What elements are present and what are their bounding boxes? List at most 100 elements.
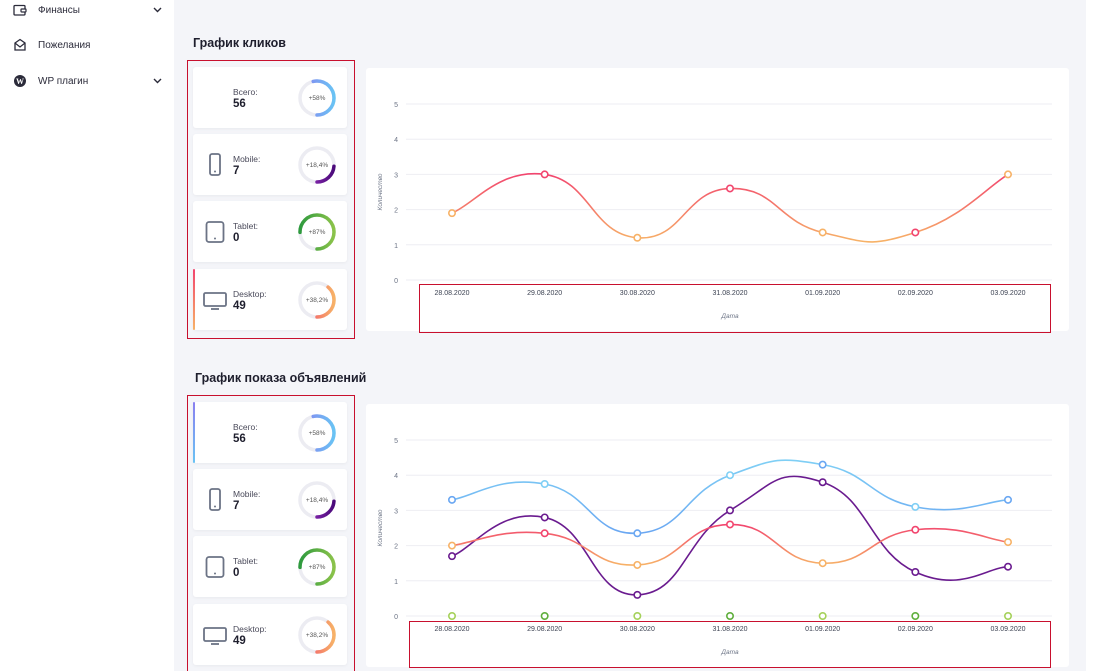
data-point bbox=[818, 478, 827, 487]
series-line bbox=[451, 172, 1009, 243]
chevron-down-icon[interactable] bbox=[152, 76, 162, 86]
data-point bbox=[818, 612, 827, 621]
wallet-icon bbox=[12, 2, 28, 18]
progress-ring-arc bbox=[298, 79, 336, 117]
y-tick-label: 1 bbox=[394, 243, 398, 250]
progress-ring bbox=[298, 146, 336, 184]
x-tick-label: 28.08.2020 bbox=[434, 626, 469, 633]
data-point bbox=[725, 612, 734, 621]
data-point bbox=[448, 552, 457, 561]
stat-card: Mobile: 7 +18,4% bbox=[193, 469, 347, 530]
data-point bbox=[540, 170, 549, 179]
stat-label: Tablet: bbox=[233, 556, 259, 566]
stat-label: Tablet: bbox=[233, 221, 259, 231]
x-tick-label: 30.08.2020 bbox=[620, 626, 655, 633]
progress-ring-arc bbox=[298, 414, 336, 452]
data-point bbox=[911, 525, 920, 534]
progress-ring-arc bbox=[298, 481, 336, 519]
data-point bbox=[725, 471, 734, 480]
series-line bbox=[451, 475, 1009, 596]
x-tick-label: 29.08.2020 bbox=[527, 290, 562, 297]
stat-value: 7 bbox=[233, 500, 240, 512]
progress-ring bbox=[298, 548, 336, 586]
percent-label: +38,2% bbox=[305, 631, 329, 639]
sidebar-item-wishes[interactable]: Пожелания bbox=[12, 34, 162, 56]
main-content: График кликов Всего: 56 +58% Mobile: 7 +18,4%… bbox=[174, 0, 1086, 671]
y-axis-label: Количество bbox=[377, 173, 384, 210]
data-point bbox=[448, 612, 457, 621]
sidebar-item-label: Пожелания bbox=[38, 39, 91, 51]
progress-ring bbox=[298, 79, 336, 117]
data-point bbox=[1003, 495, 1012, 504]
data-point bbox=[818, 460, 827, 469]
stat-value: 49 bbox=[233, 635, 246, 647]
progress-ring-arc bbox=[298, 281, 336, 319]
active-indicator bbox=[193, 269, 195, 330]
percent-label: +38,2% bbox=[305, 296, 329, 304]
y-tick-label: 1 bbox=[394, 579, 398, 586]
y-tick-label: 5 bbox=[394, 438, 398, 445]
x-tick-label: 29.08.2020 bbox=[527, 626, 562, 633]
tablet-icon bbox=[205, 220, 225, 244]
data-point bbox=[725, 520, 734, 529]
stat-value: 56 bbox=[233, 98, 246, 110]
sidebar-item-wp-plugin[interactable]: W WP плагин bbox=[12, 70, 162, 92]
sidebar-item-label: WP плагин bbox=[38, 75, 89, 87]
data-point bbox=[911, 568, 920, 577]
x-tick-label: 31.08.2020 bbox=[712, 626, 747, 633]
progress-ring bbox=[298, 414, 336, 452]
y-tick-label: 3 bbox=[394, 508, 398, 515]
y-tick-label: 5 bbox=[394, 102, 398, 109]
data-point bbox=[633, 612, 642, 621]
x-tick-label: 01.09.2020 bbox=[805, 290, 840, 297]
stat-label: Mobile: bbox=[233, 154, 261, 164]
data-point bbox=[725, 184, 734, 193]
data-point bbox=[633, 590, 642, 599]
y-axis-label: Количество bbox=[377, 509, 384, 546]
progress-ring-arc bbox=[298, 616, 336, 654]
x-tick-label: 03.09.2020 bbox=[990, 626, 1025, 633]
stat-label: Desktop: bbox=[233, 289, 267, 299]
stat-value: 7 bbox=[233, 165, 240, 177]
percent-label: +18,4% bbox=[305, 161, 329, 169]
stat-value: 0 bbox=[233, 232, 240, 244]
inbox-icon bbox=[12, 37, 28, 53]
svg-text:W: W bbox=[16, 77, 24, 86]
x-tick-label: 28.08.2020 bbox=[434, 290, 469, 297]
stat-label: Всего: bbox=[233, 87, 258, 97]
x-tick-label: 02.09.2020 bbox=[898, 290, 933, 297]
chevron-down-icon[interactable] bbox=[152, 5, 162, 15]
x-tick-label: 01.09.2020 bbox=[805, 626, 840, 633]
tablet-icon bbox=[205, 555, 225, 579]
clicks-chart-svg: 0 1 2 3 4 5 Количество 28.08.2020 29.08.2020 30.0… bbox=[377, 102, 1052, 320]
y-tick-label: 2 bbox=[394, 208, 398, 215]
data-point bbox=[1003, 562, 1012, 571]
percent-label: +87% bbox=[308, 228, 326, 236]
stat-card: Mobile: 7 +18,4% bbox=[193, 134, 347, 195]
clicks-chart: 0 1 2 3 4 5 Количество 28.08.2020 29.08.2020 30.0… bbox=[366, 68, 1069, 331]
stat-value: 0 bbox=[233, 567, 240, 579]
data-point bbox=[448, 495, 457, 504]
percent-label: +18,4% bbox=[305, 496, 329, 504]
progress-ring-arc bbox=[298, 548, 336, 586]
desktop-icon bbox=[203, 623, 227, 647]
data-point bbox=[1003, 170, 1012, 179]
y-tick-label: 2 bbox=[394, 544, 398, 551]
phone-icon bbox=[205, 153, 225, 177]
y-tick-label: 0 bbox=[394, 278, 398, 285]
data-point bbox=[818, 228, 827, 237]
section-title-impressions: График показа объявлений bbox=[195, 371, 367, 385]
wordpress-icon: W bbox=[12, 73, 28, 89]
data-point bbox=[911, 502, 920, 511]
stat-card: Всего: 56 +58% bbox=[193, 402, 347, 463]
x-tick-label: 03.09.2020 bbox=[990, 290, 1025, 297]
sidebar-item-finance[interactable]: Финансы bbox=[12, 0, 162, 21]
stat-card: Tablet: 0 +87% bbox=[193, 536, 347, 597]
x-tick-label: 02.09.2020 bbox=[898, 626, 933, 633]
stat-card: Desktop: 49 +38,2% bbox=[193, 269, 347, 330]
data-point bbox=[448, 541, 457, 550]
percent-label: +58% bbox=[308, 94, 326, 102]
impressions-chart: 0 1 2 3 4 5 Количество 28.08.2020 29.08.2020 30.0… bbox=[366, 404, 1069, 667]
progress-ring-arc bbox=[298, 146, 336, 184]
data-point bbox=[818, 559, 827, 568]
